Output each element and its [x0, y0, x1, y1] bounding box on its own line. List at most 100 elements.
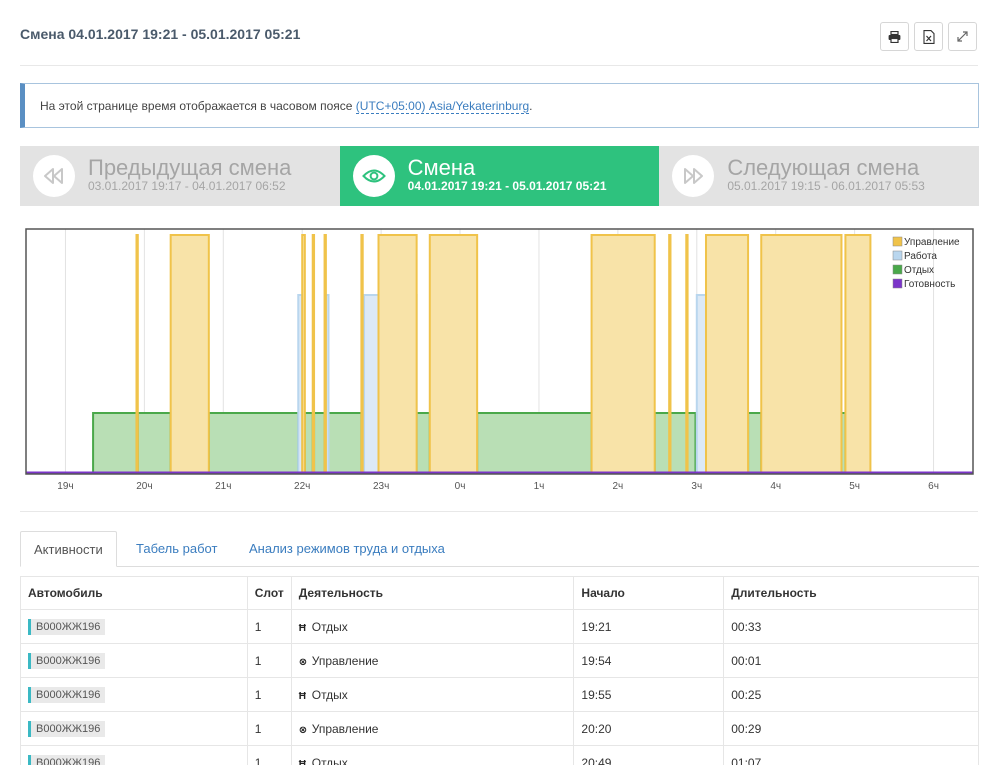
start-cell: 19:55	[573, 677, 725, 712]
activity-cell: Ħ Отдых	[290, 745, 575, 765]
activity-cell: ⊗ Управление	[290, 711, 575, 746]
activity-outline-4	[301, 234, 306, 474]
print-button[interactable]	[880, 22, 909, 51]
table-row[interactable]: В000ЖЖ196 1 Ħ Отдых 20:49 01:07	[20, 745, 979, 765]
activity-bar-3	[325, 295, 329, 474]
start-cell: 19:21	[573, 609, 725, 644]
car-cell: В000ЖЖ196	[20, 677, 248, 712]
activity-bar-4	[591, 235, 655, 474]
activity-cell: Ħ Отдых	[290, 677, 575, 712]
x-tick-label: 23ч	[373, 481, 389, 492]
activity-outline-4	[668, 234, 672, 474]
chart-divider	[20, 511, 978, 512]
activity-label: Отдых	[311, 619, 348, 634]
x-tick-label: 22ч	[294, 481, 310, 492]
activity-label: Отдых	[311, 755, 348, 765]
activity-chart: 19ч 20ч 21ч 22ч 23ч 0ч 1ч 2ч 3ч 4ч 5ч 6ч Управление Р…	[20, 222, 980, 494]
legend-swatch	[892, 236, 903, 247]
slot-cell: 1	[246, 711, 292, 746]
activity-outline-4	[844, 234, 872, 474]
legend-label: Работа	[904, 250, 937, 262]
activities-table: Автомобиль Слот Деятельность Начало Длит…	[20, 576, 979, 765]
timezone-notice: На этой странице время отображается в ча…	[20, 83, 979, 128]
fullscreen-button[interactable]	[948, 22, 977, 51]
x-tick-label: 21ч	[215, 481, 231, 492]
activity-bar-1	[748, 413, 762, 474]
next-shift-icon-circle	[672, 155, 715, 197]
column-header-duration[interactable]: Длительность	[723, 576, 979, 610]
table-row[interactable]: В000ЖЖ196 1 ⊗ Управление 19:54 00:01	[20, 643, 979, 678]
x-tick-label: 0ч	[455, 481, 466, 492]
car-badge: В000ЖЖ196	[28, 652, 106, 669]
activity-bar-3	[696, 295, 706, 474]
activity-bar-4	[170, 235, 209, 474]
column-header-car[interactable]: Автомобиль	[20, 576, 248, 610]
column-header-activity[interactable]: Деятельность	[290, 576, 575, 610]
bed-icon: Ħ	[298, 758, 306, 765]
activity-outline-4	[685, 234, 689, 474]
excel-icon	[922, 29, 935, 44]
duration-cell: 00:25	[723, 677, 979, 712]
shift-navigation: Предыдущая смена 03.01.2017 19:17 - 04.0…	[20, 146, 979, 206]
x-tick-label: 3ч	[691, 481, 702, 492]
page-title: Смена 04.01.2017 19:21 - 05.01.2017 05:2…	[20, 26, 301, 42]
table-row[interactable]: В000ЖЖ196 1 ⊗ Управление 20:20 00:29	[20, 711, 979, 746]
activity-bar-1	[137, 413, 171, 474]
activity-outline-4	[704, 234, 750, 474]
slot-cell: 1	[246, 609, 292, 644]
legend-swatch	[892, 278, 903, 289]
x-tick-label: 6ч	[928, 481, 939, 492]
activity-bar-4	[845, 235, 871, 474]
slot-cell: 1	[246, 677, 292, 712]
slot-cell: 1	[246, 745, 292, 765]
activity-bar-1	[841, 413, 846, 474]
duration-cell: 00:29	[723, 711, 979, 746]
activity-bar-1	[93, 413, 137, 474]
tab-work-rest-analysis[interactable]: Анализ режимов труда и отдыха	[249, 541, 445, 556]
activity-outline-4	[169, 234, 210, 474]
previous-shift-button[interactable]: Предыдущая смена 03.01.2017 19:17 - 04.0…	[20, 146, 340, 206]
legend-label: Управление	[904, 237, 960, 248]
table-row[interactable]: В000ЖЖ196 1 Ħ Отдых 19:55 00:25	[20, 677, 979, 712]
export-excel-button[interactable]	[914, 22, 943, 51]
legend-swatch	[892, 264, 903, 275]
column-header-start[interactable]: Начало	[573, 576, 725, 610]
start-cell: 19:54	[573, 643, 725, 678]
next-shift-button[interactable]: Следующая смена 05.01.2017 19:15 - 06.01…	[659, 146, 979, 206]
timezone-link[interactable]: (UTC+05:00) Asia/Yekaterinburg	[355, 99, 530, 114]
activity-bar-4	[429, 235, 478, 474]
legend-label: Отдых	[904, 265, 934, 276]
activity-outline-4	[760, 234, 843, 474]
activity-bar-4	[378, 235, 417, 474]
activity-outline-4	[360, 234, 364, 474]
car-cell: В000ЖЖ196	[20, 745, 248, 765]
page-header: Смена 04.01.2017 19:21 - 05.01.2017 05:2…	[20, 0, 978, 66]
table-header-row: Автомобиль Слот Деятельность Начало Длит…	[20, 576, 979, 610]
car-badge: В000ЖЖ196	[28, 686, 106, 703]
activity-label: Управление	[311, 721, 379, 736]
activity-bar-3	[364, 295, 379, 474]
x-tick-label: 1ч	[534, 481, 545, 492]
previous-shift-icon-circle	[33, 155, 75, 197]
activity-cell: Ħ Отдых	[290, 609, 575, 644]
column-header-slot[interactable]: Слот	[246, 576, 292, 610]
x-tick-label: 2ч	[612, 481, 623, 492]
table-row[interactable]: В000ЖЖ196 1 Ħ Отдых 19:21 00:33	[20, 609, 979, 644]
activity-bar-4	[302, 235, 305, 474]
car-cell: В000ЖЖ196	[20, 643, 248, 678]
activity-outline-4	[377, 234, 418, 474]
duration-cell: 00:01	[723, 643, 979, 678]
tab-timesheet[interactable]: Табель работ	[136, 541, 218, 556]
current-shift-range: 04.01.2017 19:21 - 05.01.2017 05:21	[407, 179, 607, 193]
tab-activities[interactable]: Активности	[20, 531, 117, 567]
car-badge: В000ЖЖ196	[28, 618, 106, 635]
activity-bar-3	[298, 295, 303, 474]
duration-cell: 00:33	[723, 609, 979, 644]
current-shift: Смена 04.01.2017 19:21 - 05.01.2017 05:2…	[339, 146, 660, 206]
activity-cell: ⊗ Управление	[290, 643, 575, 678]
activity-outline-4	[590, 234, 656, 474]
current-shift-label: Смена	[407, 155, 476, 180]
expand-icon	[957, 31, 968, 42]
steering-wheel-icon: ⊗	[298, 724, 308, 736]
activity-label: Управление	[311, 653, 379, 668]
